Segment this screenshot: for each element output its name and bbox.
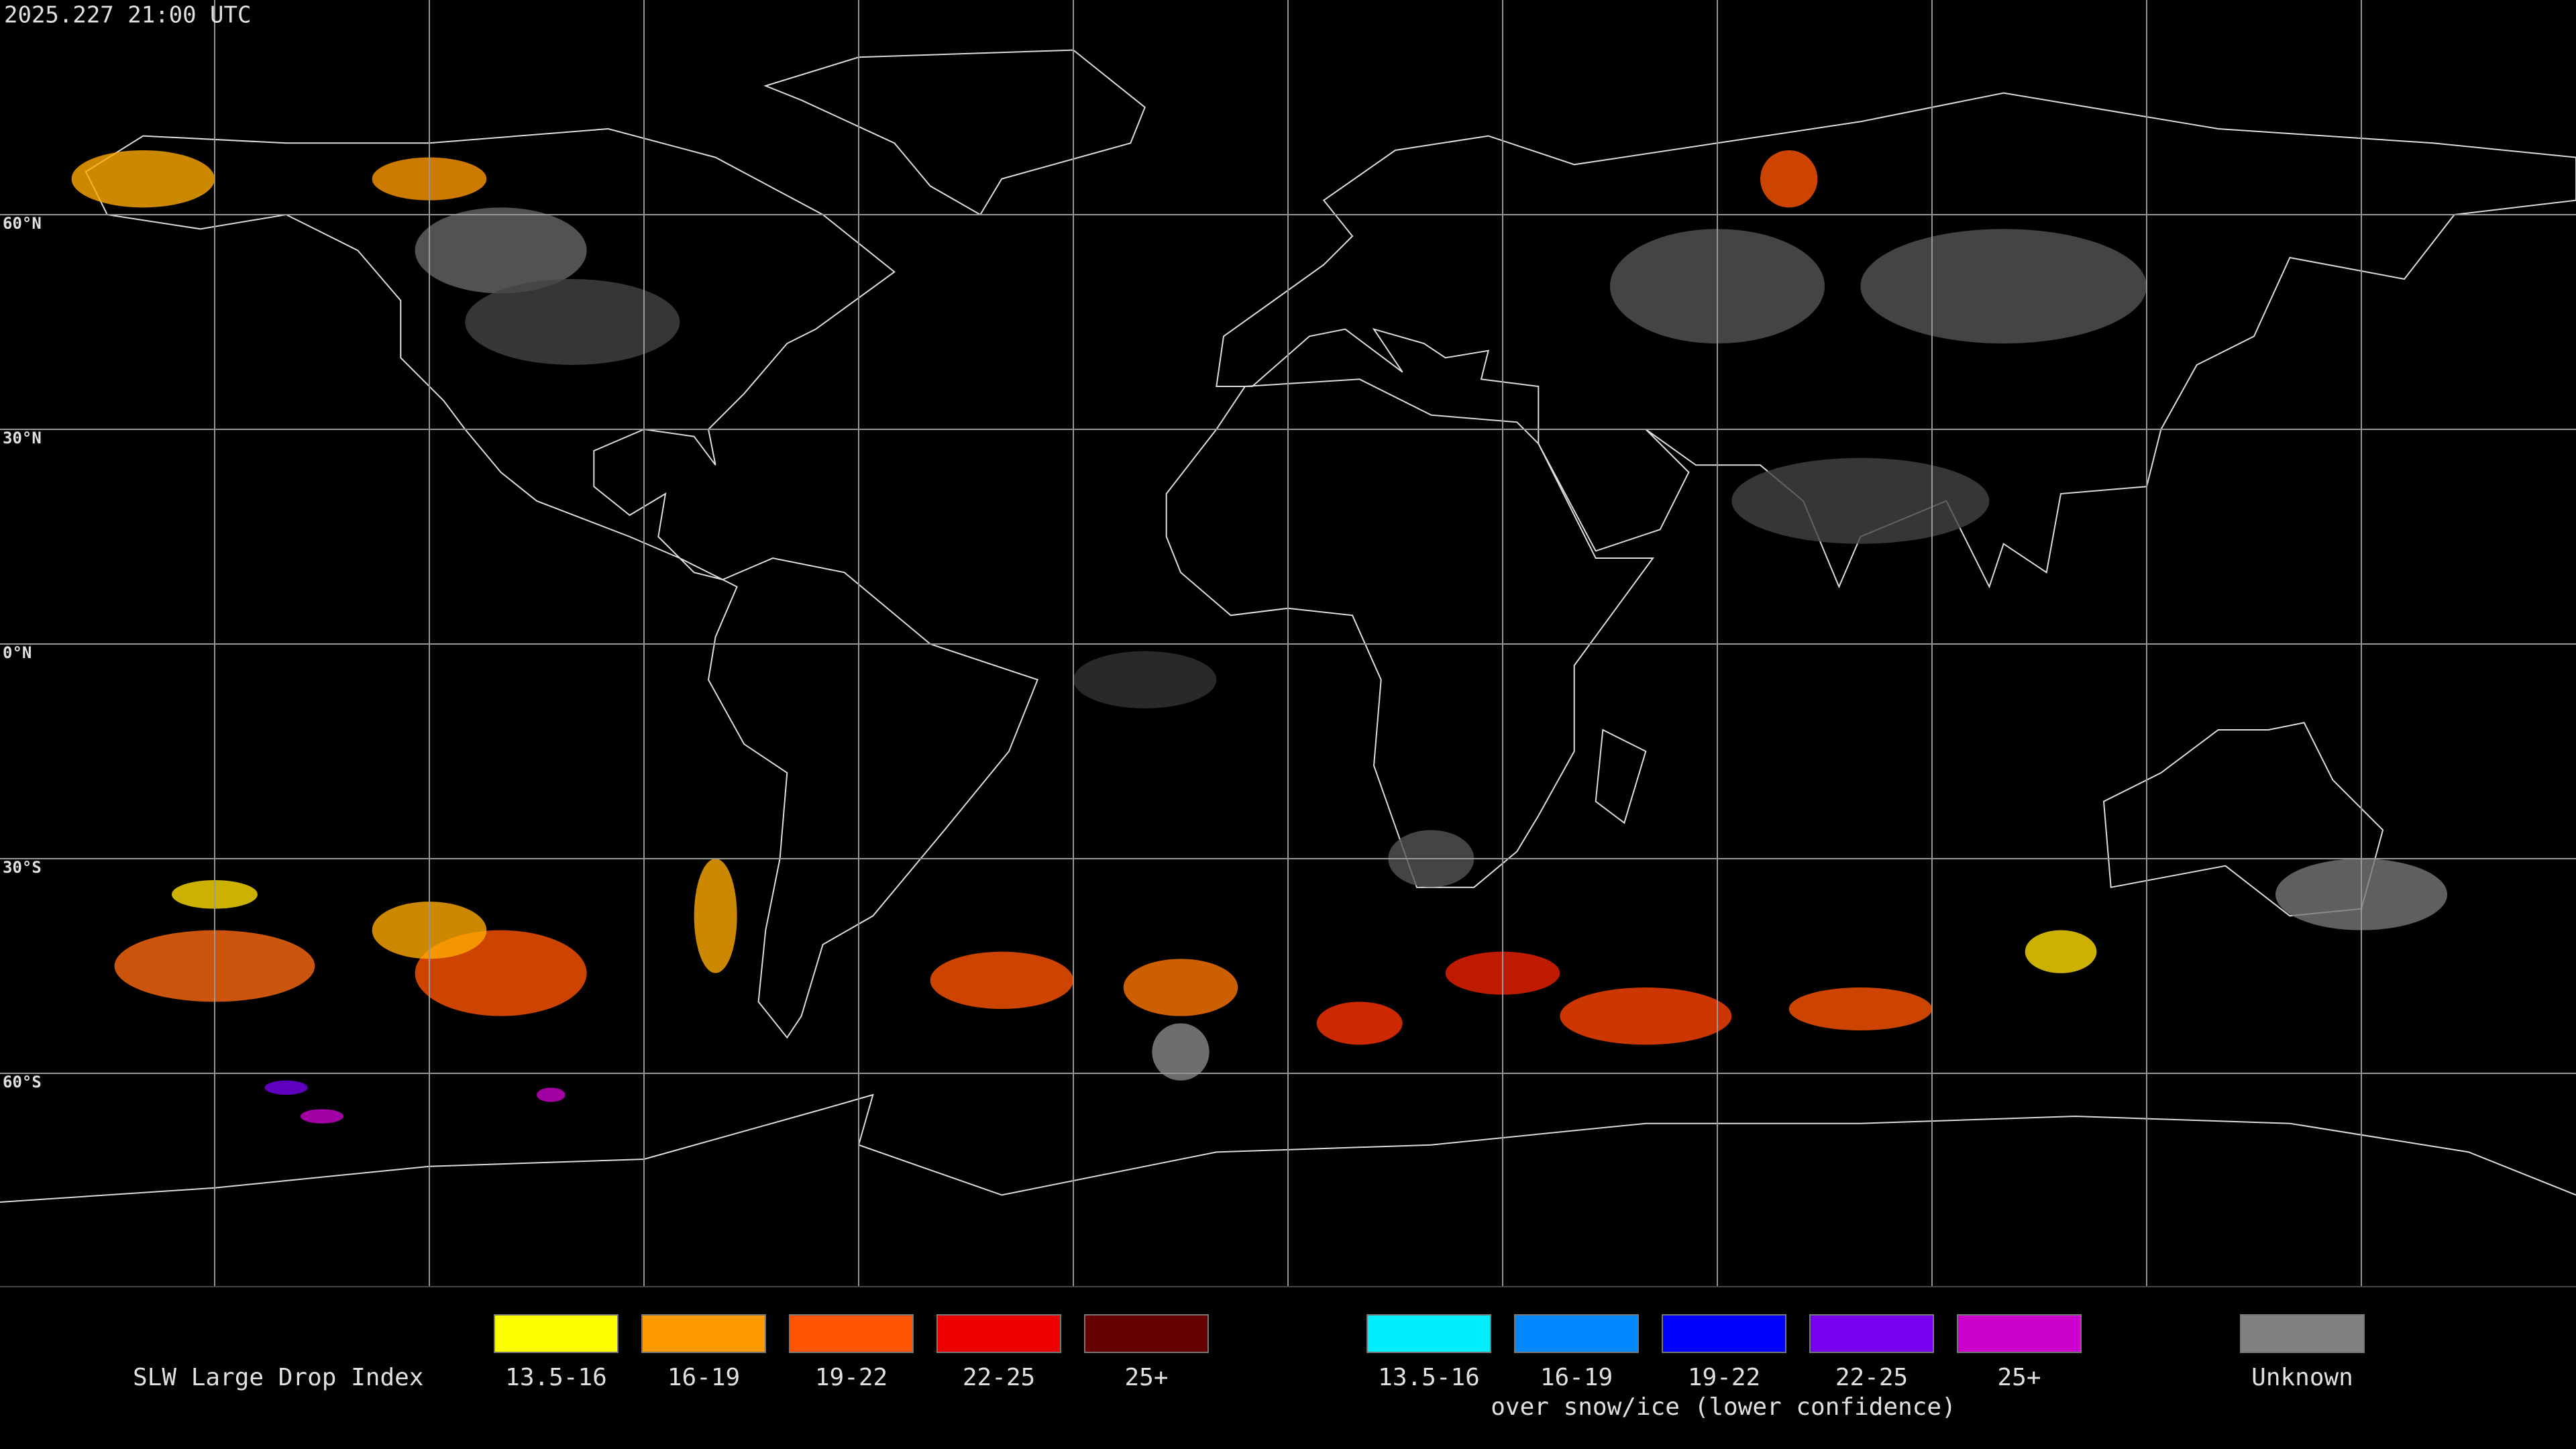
legend-title: SLW Large Drop Index <box>133 1364 423 1391</box>
timestamp: 2025.227 21:00 UTC <box>4 2 251 29</box>
cloud-patch <box>1123 959 1238 1016</box>
legend-label: Unknown <box>2251 1364 2353 1391</box>
legend-label: 22-25 <box>1835 1364 1908 1391</box>
legend-swatch <box>1809 1314 1934 1353</box>
latitude-label: 30°S <box>3 858 42 877</box>
coastline <box>1216 92 2576 589</box>
cloud-patch <box>1860 229 2147 343</box>
legend-swatch <box>936 1314 1061 1353</box>
cloud-patch <box>694 859 737 973</box>
legend-swatch <box>1957 1314 2082 1353</box>
legend-label: 16-19 <box>667 1364 740 1391</box>
cloud-patch <box>465 278 680 365</box>
legend-swatch <box>1084 1314 1209 1353</box>
cloud-patch <box>2025 930 2097 973</box>
coastline <box>2102 722 2384 917</box>
legend-label: 19-22 <box>815 1364 888 1391</box>
legend-label: 22-25 <box>963 1364 1035 1391</box>
coastline <box>1165 378 1654 888</box>
legend-swatch <box>494 1314 619 1353</box>
cloud-patch <box>1073 651 1217 709</box>
legend-swatch <box>789 1314 914 1353</box>
legend-label: 13.5-16 <box>505 1364 607 1391</box>
cloud-patch <box>71 150 215 208</box>
latitude-label: 30°N <box>3 429 42 447</box>
legend-swatch <box>2240 1314 2365 1353</box>
coastline <box>85 127 896 580</box>
latitude-label: 60°N <box>3 214 42 233</box>
cloud-patch <box>930 951 1073 1010</box>
cloud-patch <box>1760 150 1818 208</box>
cloud-patch <box>300 1109 343 1124</box>
coastlines <box>0 49 2576 1203</box>
cloud-patch <box>1788 987 1933 1031</box>
legend-label: 25+ <box>1124 1364 1168 1391</box>
cloud-patch <box>1731 458 1990 544</box>
antarctica-coast <box>0 1093 2576 1203</box>
legend-label: 16-19 <box>1540 1364 1613 1391</box>
legend-swatch <box>1366 1314 1491 1353</box>
cloud-patch <box>1560 987 1732 1045</box>
cloud-patch <box>536 1087 566 1102</box>
latitude-label: 60°S <box>3 1073 42 1091</box>
graticule <box>0 0 2576 1287</box>
cloud-patch <box>1152 1023 1210 1081</box>
cloud-patch <box>1316 1002 1403 1045</box>
cloud-patch <box>264 1080 308 1095</box>
legend-swatch <box>1514 1314 1639 1353</box>
coastline <box>707 557 1039 1039</box>
coastline <box>1595 729 1647 824</box>
latitude-label: 0°N <box>3 643 32 662</box>
coastline <box>763 49 1146 216</box>
legend-label: 19-22 <box>1688 1364 1760 1391</box>
cloud-patch <box>415 207 587 294</box>
legend-label: 13.5-16 <box>1378 1364 1480 1391</box>
legend-swatch <box>641 1314 766 1353</box>
legend-note: over snow/ice (lower confidence) <box>1491 1393 1956 1421</box>
legend-label: 25+ <box>1997 1364 2041 1391</box>
legend-swatch <box>1662 1314 1786 1353</box>
